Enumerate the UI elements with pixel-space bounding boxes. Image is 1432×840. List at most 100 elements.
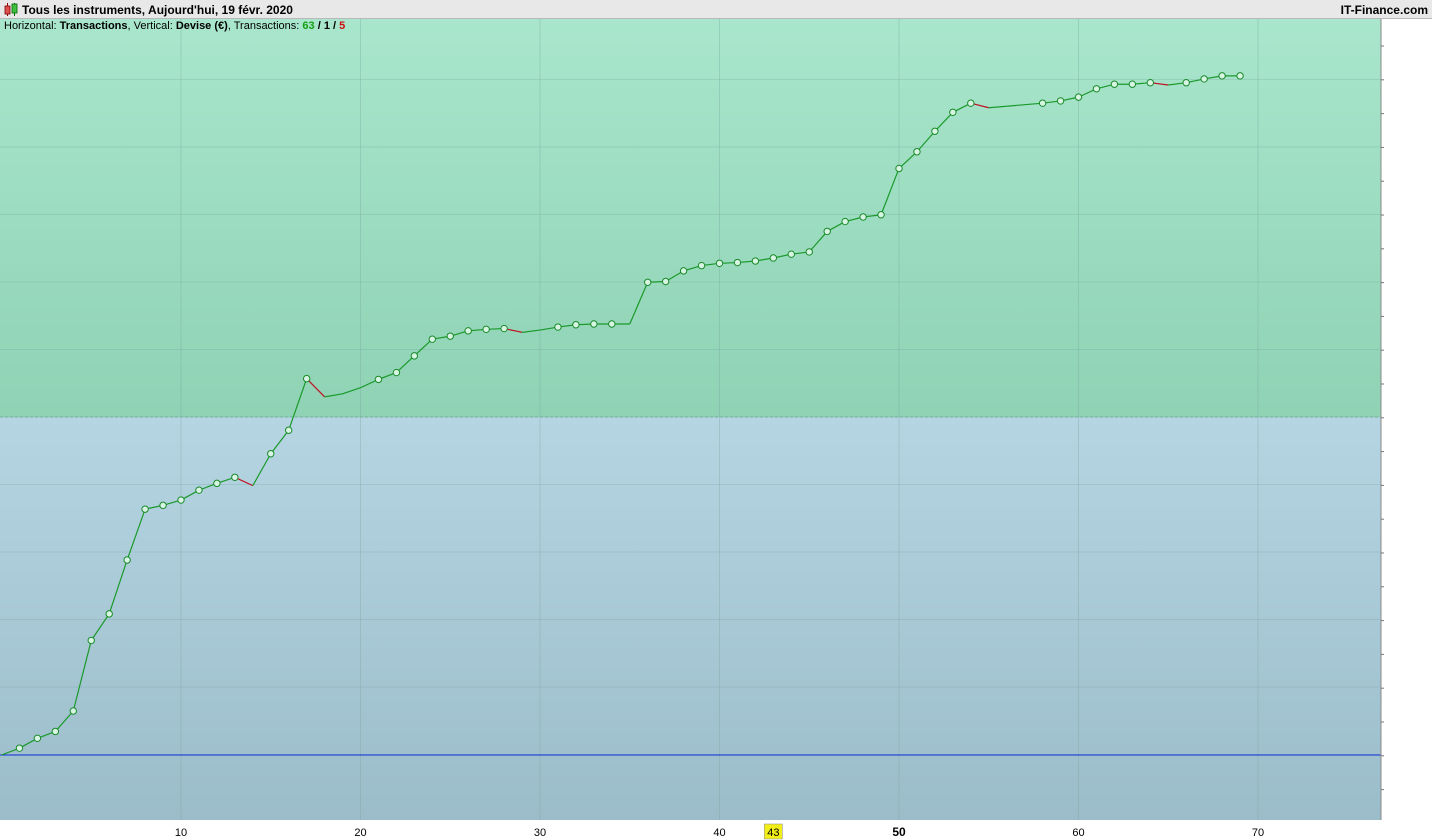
horizontal-value: Transactions — [59, 20, 128, 32]
equity-point — [15, 744, 24, 752]
equity-segment — [108, 559, 128, 615]
equity-segment — [1006, 104, 1025, 107]
equity-segment — [54, 710, 74, 732]
equity-point — [949, 108, 957, 116]
equity-point — [374, 375, 383, 384]
equity-segment — [72, 640, 92, 712]
equity-point — [177, 496, 185, 504]
equity-point — [644, 278, 652, 286]
x-tick-label: 60 — [1072, 827, 1084, 839]
equity-point — [267, 450, 275, 458]
equity-point — [1038, 99, 1047, 107]
equity-point — [500, 324, 508, 333]
equity-segment — [898, 151, 918, 169]
equity-point — [1182, 79, 1190, 87]
loss-zone — [0, 417, 1381, 820]
separator-2: / — [333, 20, 337, 32]
equity-point — [679, 267, 688, 275]
equity-point — [751, 257, 760, 265]
chart-info-bar: Horizontal: Transactions, Vertical: Devi… — [4, 20, 346, 32]
equity-point — [213, 479, 221, 488]
equity-point — [572, 321, 580, 329]
equity-point — [967, 99, 975, 107]
vertical-value: Devise (€) — [175, 20, 228, 32]
equity-segment — [916, 130, 936, 153]
equity-segment — [324, 393, 343, 398]
equity-point — [877, 211, 885, 219]
equity-point — [69, 707, 78, 715]
x-tick-label: 30 — [534, 827, 546, 839]
candlestick-icon — [4, 3, 18, 16]
equity-segment — [306, 378, 326, 398]
equity-point — [141, 505, 149, 513]
equity-segment — [880, 168, 900, 215]
equity-segment — [808, 231, 828, 253]
equity-point — [931, 127, 939, 135]
window-title: Tous les instruments, Aujourd'hui, 19 fé… — [22, 3, 293, 17]
equity-point — [769, 254, 778, 262]
equity-point — [1146, 79, 1155, 87]
equity-segment — [413, 338, 433, 357]
brand-label: IT-Finance.com — [1340, 3, 1428, 17]
highlighted-tick-label: 43 — [767, 827, 779, 839]
equity-point — [105, 610, 113, 618]
equity-point — [482, 325, 490, 334]
equity-point — [410, 352, 419, 360]
equity-point — [87, 636, 95, 645]
equity-point — [1110, 80, 1119, 88]
equity-point — [787, 250, 795, 258]
equity-point — [1218, 72, 1226, 80]
equity-point — [1056, 97, 1065, 105]
x-tick-label: 40 — [713, 827, 725, 839]
equity-point — [805, 248, 813, 256]
winners-count: 63 — [302, 20, 315, 32]
equity-point — [51, 727, 60, 736]
equity-segment — [252, 453, 272, 486]
highlighted-tick-box — [764, 823, 783, 840]
x-tick-label: 20 — [354, 827, 366, 839]
equity-point — [715, 259, 724, 267]
equity-point — [859, 213, 867, 221]
equity-point — [608, 320, 616, 328]
equity-point — [302, 374, 311, 383]
equity-point — [1236, 72, 1244, 80]
equity-point — [733, 258, 742, 267]
equity-point — [895, 164, 903, 173]
x-tick-label: 50 — [892, 825, 906, 839]
horizontal-label: Horizontal: — [4, 20, 57, 32]
equity-segment — [988, 105, 1007, 109]
equity-segment — [270, 429, 290, 455]
profit-zone — [0, 19, 1381, 417]
equity-point — [159, 501, 167, 510]
equity-point — [823, 227, 831, 236]
x-tick-label: 10 — [175, 827, 187, 839]
equity-point — [285, 426, 293, 434]
equity-segment — [342, 387, 361, 395]
separator-1: / — [317, 20, 321, 32]
equity-point — [464, 327, 472, 335]
equity-point — [195, 486, 203, 494]
equity-segment — [521, 329, 541, 333]
equity-point — [1092, 85, 1101, 93]
vertical-label: Vertical: — [133, 20, 173, 32]
equity-point — [1074, 93, 1083, 101]
equity-point — [231, 473, 239, 481]
losers-count: 5 — [339, 20, 346, 32]
equity-point — [554, 323, 562, 331]
window-titlebar: Tous les instruments, Aujourd'hui, 19 fé… — [0, 0, 1432, 19]
equity-segment — [629, 282, 649, 325]
equity-segment — [288, 378, 308, 431]
equity-point — [590, 320, 598, 328]
equity-point — [841, 217, 849, 226]
equity-point — [33, 734, 42, 743]
equity-point — [392, 368, 401, 377]
equity-point — [1128, 80, 1137, 88]
x-tick-label: 70 — [1252, 827, 1264, 839]
equity-segment — [90, 613, 110, 641]
transactions-label: Transactions: — [233, 20, 300, 32]
equity-point — [697, 261, 706, 270]
equity-point — [428, 335, 436, 343]
equity-point — [1200, 75, 1208, 83]
equity-segment — [126, 508, 146, 561]
